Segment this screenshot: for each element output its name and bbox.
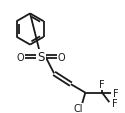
Text: F: F bbox=[99, 80, 105, 90]
Text: F: F bbox=[113, 88, 118, 98]
Text: S: S bbox=[37, 51, 45, 64]
Text: O: O bbox=[17, 52, 24, 62]
Text: F: F bbox=[112, 99, 117, 108]
Text: O: O bbox=[58, 52, 65, 62]
Text: Cl: Cl bbox=[73, 103, 83, 113]
